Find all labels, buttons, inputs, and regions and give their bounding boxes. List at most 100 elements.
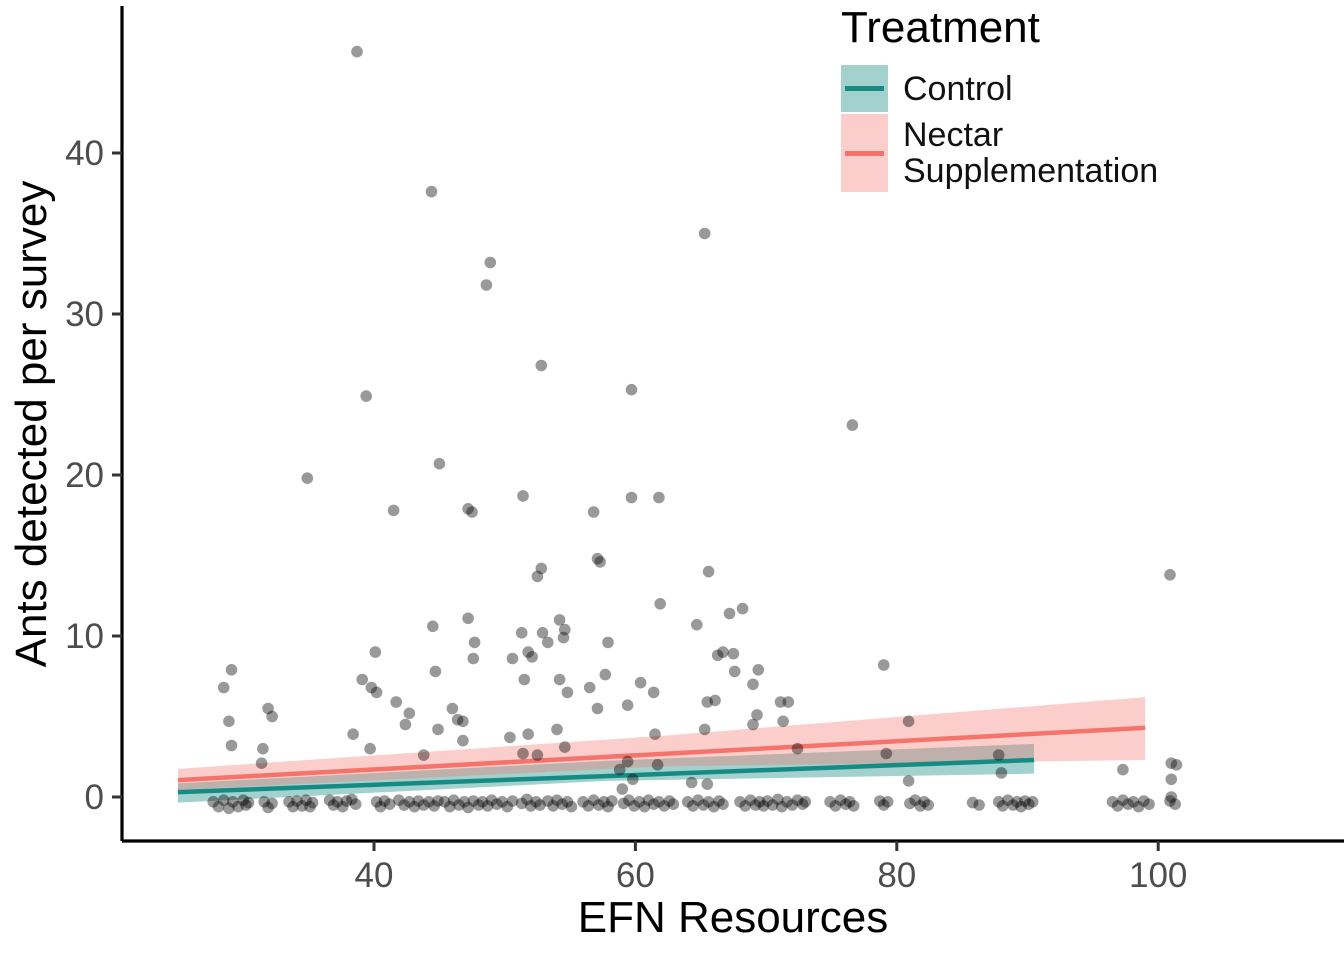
scatter-point bbox=[702, 565, 715, 578]
scatter-point bbox=[336, 800, 349, 813]
scatter-point bbox=[753, 796, 766, 808]
scatter-point bbox=[399, 718, 412, 731]
scatter-point bbox=[621, 755, 634, 768]
scatter-point bbox=[736, 602, 749, 615]
scatter-point bbox=[717, 798, 729, 810]
scatter-point bbox=[301, 472, 314, 485]
scatter-point bbox=[591, 702, 604, 715]
scatter-point bbox=[370, 686, 383, 699]
scatter-point bbox=[698, 227, 711, 240]
scatter-point bbox=[446, 702, 459, 715]
scatter-point bbox=[417, 749, 430, 761]
scatter-point bbox=[466, 506, 478, 518]
scatter-point bbox=[642, 794, 655, 806]
scatter-point bbox=[323, 794, 336, 806]
scatter-point bbox=[663, 795, 676, 807]
scatter-point bbox=[1138, 795, 1150, 807]
scatter-point bbox=[349, 798, 362, 810]
scatter-point bbox=[717, 646, 729, 658]
scatter-point bbox=[734, 796, 746, 808]
scatter-point bbox=[877, 799, 890, 811]
scatter-point bbox=[766, 799, 779, 811]
scatter-point bbox=[535, 359, 548, 372]
scatter-point bbox=[551, 794, 563, 806]
scatter-point bbox=[587, 506, 600, 518]
scatter-point bbox=[506, 652, 519, 665]
scatter-point bbox=[432, 723, 444, 736]
scatter-point bbox=[599, 668, 612, 681]
scatter-point bbox=[304, 800, 316, 813]
scatter-point bbox=[593, 799, 605, 811]
scatter-point bbox=[782, 696, 795, 708]
scatter-point bbox=[1019, 795, 1031, 807]
x-axis-tick-label: 100 bbox=[1129, 856, 1187, 895]
scatter-point bbox=[623, 794, 635, 806]
scatter-point bbox=[462, 503, 474, 515]
scatter-point bbox=[1111, 800, 1124, 812]
scatter-point bbox=[266, 710, 278, 723]
scatter-point bbox=[383, 798, 396, 810]
scatter-point bbox=[874, 795, 886, 807]
scatter-point bbox=[408, 800, 421, 813]
scatter-point bbox=[517, 747, 529, 760]
scatter-point bbox=[757, 800, 770, 812]
scatter-point bbox=[1002, 794, 1014, 806]
scatter-point bbox=[518, 673, 531, 686]
scatter-point bbox=[634, 676, 647, 689]
scatter-point bbox=[340, 795, 353, 807]
scatter-point bbox=[918, 796, 930, 808]
scatter-point bbox=[534, 799, 546, 811]
scatter-point bbox=[847, 800, 860, 812]
scatter-point bbox=[451, 713, 464, 726]
scatter-point bbox=[212, 800, 225, 813]
scatter-point bbox=[1117, 763, 1129, 776]
scatter-point bbox=[447, 794, 460, 806]
scatter-point bbox=[791, 794, 804, 806]
scatter-point bbox=[521, 793, 533, 806]
scatter-point bbox=[472, 799, 485, 811]
scatter-point bbox=[561, 796, 574, 808]
scatter-point bbox=[996, 800, 1009, 812]
scatter-point bbox=[453, 799, 465, 811]
scatter-point bbox=[429, 665, 442, 678]
scatter-point bbox=[713, 795, 725, 807]
scatter-point bbox=[647, 686, 660, 699]
scatter-point bbox=[698, 723, 711, 736]
scatter-point bbox=[834, 794, 847, 806]
scatter-point bbox=[602, 636, 614, 649]
scatter-point bbox=[1170, 759, 1183, 771]
scatter-point bbox=[485, 794, 498, 806]
scatter-point bbox=[296, 800, 308, 812]
x-axis-tick-label: 40 bbox=[355, 856, 394, 895]
scatter-point bbox=[752, 664, 765, 676]
control-ribbon-swatch bbox=[841, 65, 888, 113]
scatter-point bbox=[547, 800, 559, 812]
scatter-point bbox=[791, 742, 804, 755]
scatter-point bbox=[526, 651, 538, 663]
scatter-point bbox=[992, 796, 1005, 808]
scatter-point bbox=[227, 796, 239, 808]
scatter-point bbox=[902, 715, 915, 728]
scatter-point bbox=[701, 696, 714, 708]
scatter-point bbox=[242, 796, 255, 809]
scatter-point bbox=[458, 796, 471, 808]
scatter-point bbox=[432, 795, 444, 807]
scatter-point bbox=[649, 728, 661, 740]
scatter-point bbox=[591, 552, 604, 565]
scatter-point bbox=[701, 778, 714, 790]
scatter-point bbox=[1132, 800, 1145, 813]
scatter-point bbox=[403, 707, 416, 720]
scatter-point bbox=[427, 620, 439, 633]
scatter-point bbox=[653, 796, 665, 808]
scatter-point bbox=[914, 800, 927, 812]
scatter-point bbox=[207, 796, 219, 808]
nectar-ribbon-swatch bbox=[841, 114, 888, 193]
scatter-point bbox=[772, 793, 784, 806]
x-axis-title: EFN Resources bbox=[577, 893, 889, 942]
scatter-point bbox=[481, 800, 494, 812]
scatter-point bbox=[403, 796, 416, 808]
scatter-point bbox=[501, 800, 514, 813]
scatter-point bbox=[553, 673, 566, 686]
scatter-point bbox=[551, 723, 563, 736]
